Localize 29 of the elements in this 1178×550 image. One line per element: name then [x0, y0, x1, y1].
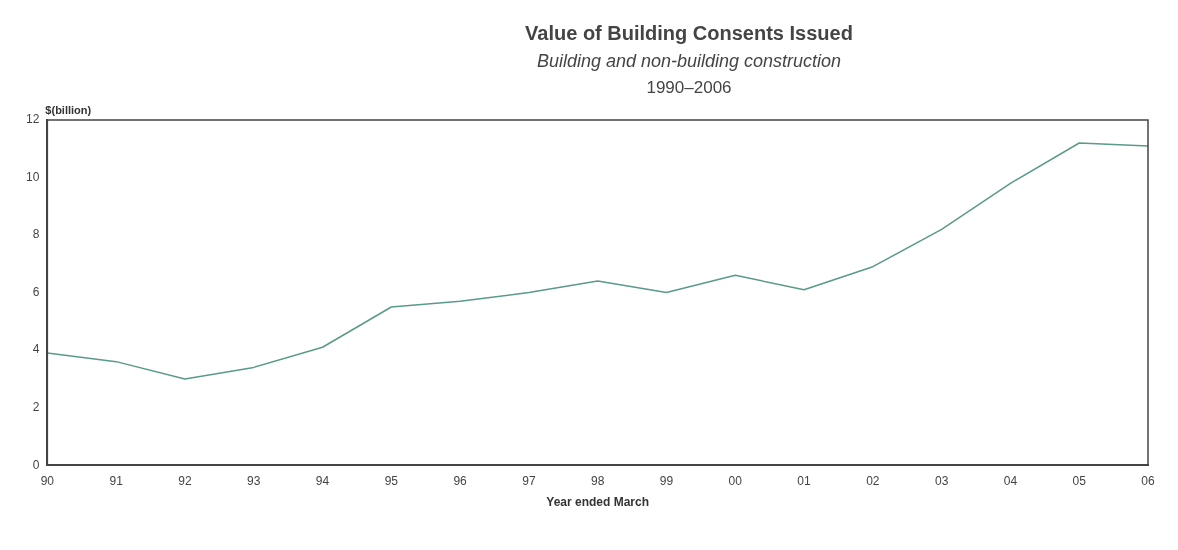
x-tick-label: 95 — [384, 473, 399, 488]
x-tick-label: 00 — [728, 473, 743, 488]
x-tick-label: 98 — [590, 473, 605, 488]
y-tick-label: 12 — [25, 112, 40, 127]
y-tick-label: 8 — [32, 227, 40, 242]
y-axis-title: $(billion) — [45, 103, 92, 116]
x-tick-label: 06 — [1141, 473, 1155, 488]
x-tick-label: 04 — [1003, 473, 1018, 488]
x-tick-label: 91 — [109, 473, 124, 488]
text: 1990–2006 — [645, 78, 733, 98]
x-tick-label: 99 — [659, 473, 674, 488]
y-tick-label: 0 — [32, 457, 40, 472]
x-axis-title: Year ended March — [546, 495, 650, 510]
x-tick-label: 96 — [453, 473, 468, 488]
x-tick-label: 97 — [522, 473, 536, 488]
x-tick-label: 94 — [315, 473, 330, 488]
x-tick-label: 92 — [178, 473, 192, 488]
y-tick-label: 10 — [25, 169, 40, 184]
x-tick-label: 03 — [934, 473, 949, 488]
x-tick-label: 93 — [247, 473, 261, 488]
y-tick-label: 4 — [32, 342, 40, 357]
x-tick-label: 01 — [797, 473, 812, 488]
y-tick-label: 6 — [32, 284, 40, 299]
chart-title: Value of Building Consents Issued — [524, 21, 854, 45]
x-tick-label: 90 — [40, 473, 55, 488]
chart-subtitle: Building and non-building construction — [535, 51, 843, 72]
y-tick-label: 2 — [32, 399, 40, 414]
x-tick-label: 05 — [1072, 473, 1087, 488]
x-tick-label: 02 — [866, 473, 880, 488]
